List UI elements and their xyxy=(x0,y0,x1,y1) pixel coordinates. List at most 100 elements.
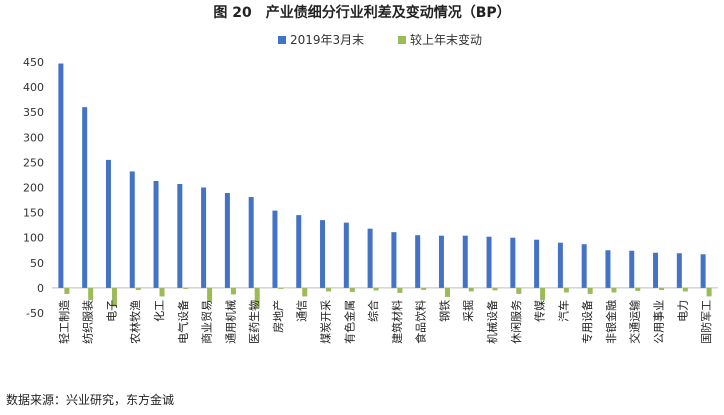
y-tick-label: 0 xyxy=(37,282,44,295)
x-category-label: 商业贸易 xyxy=(200,300,214,344)
x-category-label: 机械设备 xyxy=(485,300,499,344)
source-note: 数据来源：兴业研究，东方金诚 xyxy=(6,392,174,407)
x-category-label: 纺织服装 xyxy=(81,300,95,344)
y-tick-label: 150 xyxy=(23,207,44,220)
bar-series-2-10 xyxy=(278,287,284,289)
bar-series-1-1 xyxy=(58,63,64,288)
y-tick-label: 200 xyxy=(23,182,44,195)
bar-series-1-18 xyxy=(462,235,468,288)
y-tick-label: 400 xyxy=(23,81,44,94)
x-category-label: 综合 xyxy=(366,300,380,322)
bar-series-2-1 xyxy=(64,287,70,294)
bar-series-2-6 xyxy=(183,287,189,289)
bar-series-1-9 xyxy=(248,197,254,288)
x-category-label: 房地产 xyxy=(271,300,285,333)
bar-series-1-7 xyxy=(201,187,207,288)
bar-series-2-11 xyxy=(302,287,308,297)
bar-series-2-4 xyxy=(135,287,141,290)
bar-series-2-3 xyxy=(111,287,117,307)
y-tick-label: 100 xyxy=(23,232,44,245)
x-category-label: 轻工制造 xyxy=(57,300,71,344)
bar-series-2-28 xyxy=(706,287,712,297)
bar-series-1-2 xyxy=(82,107,88,288)
bar-series-2-2 xyxy=(88,287,94,300)
y-axis: -50 0 50 100 150 200 250 300 350 400 450 xyxy=(23,56,718,320)
x-category-label: 煤炭开采 xyxy=(320,300,333,344)
legend-swatch-series-2 xyxy=(398,36,406,44)
bar-series-2-12 xyxy=(326,287,332,292)
x-category-label: 公用事业 xyxy=(653,300,666,344)
legend-swatch-series-1 xyxy=(278,36,286,44)
x-axis-labels: 轻工制造 纺织服装 电子 农林牧渔 化工 电气设备 商业贸易 通用机械 医药生物 房地产 通信 煤炭开… xyxy=(57,300,713,344)
bar-series-2-22 xyxy=(563,287,569,293)
bar-series-2-15 xyxy=(397,287,403,293)
bar-series-1-25 xyxy=(629,250,635,288)
chart-title: 图 20 产业债细分行业利差及变动情况（BP） xyxy=(213,4,510,21)
bar-series-2-21 xyxy=(540,287,546,300)
bar-series-2-25 xyxy=(635,287,641,291)
bar-series-2-19 xyxy=(492,287,498,291)
bar-series-1-16 xyxy=(415,235,421,288)
y-tick-label: 50 xyxy=(30,257,44,270)
x-category-label: 电子 xyxy=(105,300,118,322)
bar-series-2-14 xyxy=(373,287,379,291)
x-category-label: 汽车 xyxy=(556,300,570,322)
bar-series-1-15 xyxy=(391,232,397,288)
bar-series-2-18 xyxy=(468,287,474,292)
bar-series-2-5 xyxy=(159,287,165,297)
bar-series-1-8 xyxy=(224,193,230,288)
bar-series-2-20 xyxy=(516,287,522,294)
bar-series-1-20 xyxy=(510,237,516,288)
legend-label-series-1: 2019年3月末 xyxy=(290,33,364,47)
x-category-label: 建筑材料 xyxy=(390,300,404,344)
bar-series-2-13 xyxy=(349,287,355,292)
bar-series-1-14 xyxy=(367,228,373,288)
x-category-label: 交通运输 xyxy=(628,300,642,344)
y-tick-label: -50 xyxy=(26,307,44,320)
bar-series-1-5 xyxy=(153,180,159,288)
bar-series-2-23 xyxy=(587,287,593,294)
bar-series-1-13 xyxy=(343,222,349,288)
x-category-label: 电力 xyxy=(676,300,689,322)
x-category-label: 非银金融 xyxy=(604,300,618,344)
bar-series-1-26 xyxy=(653,252,659,288)
legend-label-series-2: 较上年末变动 xyxy=(410,32,482,47)
x-category-label: 休闲服务 xyxy=(509,300,523,344)
y-tick-label: 300 xyxy=(23,131,44,144)
bar-series-2-27 xyxy=(682,287,688,292)
x-category-label: 电气设备 xyxy=(176,300,190,344)
bar-series-1-10 xyxy=(272,210,278,288)
y-tick-label: 250 xyxy=(23,156,44,169)
x-category-label: 医药生物 xyxy=(247,300,261,344)
y-tick-label: 350 xyxy=(23,106,44,119)
bar-series-1-22 xyxy=(557,242,563,288)
x-category-label: 钢铁 xyxy=(438,300,451,322)
bar-series-2-26 xyxy=(659,287,665,290)
bar-series-1-27 xyxy=(676,253,682,288)
bar-series-1-23 xyxy=(581,244,587,288)
bar-series-2-7 xyxy=(207,287,213,302)
x-category-label: 通用机械 xyxy=(223,300,237,344)
bar-series-1-3 xyxy=(105,159,111,288)
bar-series-1-11 xyxy=(296,215,302,288)
bar-series-1-12 xyxy=(320,220,326,288)
bar-series-2-9 xyxy=(254,287,260,308)
bar-series-2-16 xyxy=(421,287,427,290)
x-category-label: 专用设备 xyxy=(580,300,594,344)
bar-series-1-6 xyxy=(177,183,183,288)
bar-series-2-17 xyxy=(444,287,450,297)
bar-series-1-21 xyxy=(534,239,540,288)
bars-group xyxy=(58,63,712,308)
bar-series-2-8 xyxy=(230,287,236,295)
x-category-label: 有色金属 xyxy=(342,300,356,344)
bar-series-1-17 xyxy=(438,235,444,288)
bar-series-1-4 xyxy=(129,171,135,288)
x-category-label: 采掘 xyxy=(461,300,475,322)
x-category-label: 食品饮料 xyxy=(414,300,428,344)
x-category-label: 传媒 xyxy=(534,300,547,322)
x-category-label: 农林牧渔 xyxy=(128,300,142,344)
bar-series-1-19 xyxy=(486,236,492,288)
x-category-label: 化工 xyxy=(152,300,166,322)
bar-series-1-28 xyxy=(700,254,706,288)
